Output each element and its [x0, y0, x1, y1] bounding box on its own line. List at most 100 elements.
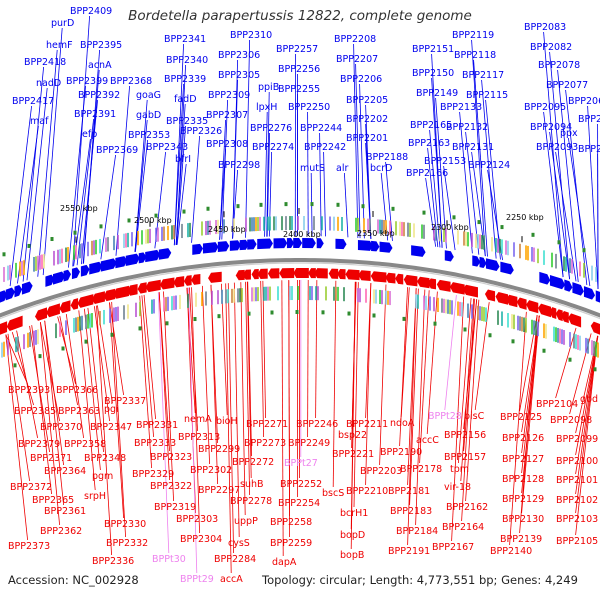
forward-gene-label: BPP2326	[180, 126, 222, 137]
forward-leader-line	[307, 111, 309, 237]
reverse-leader-line	[31, 325, 52, 495]
reverse-gene-label: BPP2273	[244, 438, 286, 449]
forward-leader-line	[543, 31, 564, 278]
forward-leader-line	[176, 125, 186, 245]
forward-gene-label: fadD	[174, 94, 197, 105]
forward-leader-line	[176, 163, 187, 245]
reverse-gene-label: BPP2252	[280, 479, 322, 490]
reverse-gene-arrow	[267, 268, 280, 279]
forward-leader-line	[175, 103, 186, 245]
forward-leader-line	[9, 105, 32, 287]
reverse-leader-line	[225, 283, 232, 574]
reverse-gene-arrow	[293, 268, 309, 279]
forward-gene-label: BPP2151	[412, 44, 454, 55]
forward-gene-label: BPP2208	[334, 34, 376, 45]
forward-gene-label: BPP2298	[218, 160, 260, 171]
reverse-gene-arrow	[385, 272, 396, 284]
forward-leader-line	[264, 111, 268, 237]
forward-gene-arrow	[335, 238, 347, 250]
forward-gene-label: BPP2062	[578, 114, 600, 125]
reverse-leader-line	[96, 305, 112, 556]
marker-tick	[99, 224, 103, 229]
marker-tick	[27, 243, 31, 248]
reverse-gene-arrow	[337, 268, 346, 280]
forward-leader-line	[134, 119, 148, 252]
forward-gene-label: BPP2166	[406, 168, 448, 179]
reverse-gene-label: BPP2099	[556, 434, 598, 445]
reverse-leader-line	[109, 302, 124, 396]
forward-gene-label: BPP2165	[410, 120, 452, 131]
reverse-gene-arrow	[506, 294, 518, 308]
reverse-leader-line	[157, 292, 170, 554]
forward-gene-arrow	[239, 239, 249, 251]
reverse-gene-arrow	[495, 292, 509, 305]
forward-gene-arrow	[71, 267, 81, 280]
forward-gene-label: lpxH	[256, 102, 277, 113]
reverse-leader-line	[201, 285, 210, 465]
forward-gene-label: purD	[51, 18, 74, 29]
forward-gene-label: BPP2340	[166, 55, 208, 66]
forward-leader-line	[42, 27, 63, 276]
reverse-gene-arrow	[70, 298, 79, 310]
genome-backbone	[0, 258, 600, 320]
reverse-gene-label: BPP2330	[104, 519, 146, 530]
reverse-leader-line	[400, 287, 410, 418]
reverse-gene-label: pgi	[104, 404, 119, 415]
forward-gene-arrow	[145, 249, 161, 263]
forward-gene-arrow	[89, 261, 103, 275]
forward-gene-arrow	[286, 238, 295, 249]
reverse-leader-line	[415, 289, 426, 526]
reverse-gene-label: BPP2258	[270, 517, 312, 528]
reverse-gene-label: BPP2184	[396, 526, 438, 537]
reverse-leader-line	[451, 296, 465, 542]
forward-gene-label: BPP2124	[468, 160, 510, 171]
reverse-gene-label: BPP2358	[64, 439, 106, 450]
forward-leader-line	[353, 43, 359, 238]
forward-gene-label: BPP2341	[164, 34, 206, 45]
reverse-leader-line	[521, 315, 540, 514]
forward-leader-line	[568, 137, 591, 287]
marker-tick	[391, 206, 395, 211]
reverse-gene-label: BPP2379	[18, 439, 60, 450]
reverse-gene-label: BPP2323	[150, 452, 192, 463]
reverse-gene-label: srpH	[84, 491, 106, 502]
reverse-gene-arrow	[191, 273, 201, 285]
forward-gene-arrow	[115, 256, 128, 269]
forward-gene-label: goaG	[136, 90, 161, 101]
marker-tick	[488, 333, 492, 338]
marker-tick	[402, 316, 406, 321]
forward-gene-label: BPP2305	[218, 70, 260, 81]
forward-gene-arrow	[572, 282, 584, 296]
forward-gene-arrow	[485, 258, 500, 271]
marker-tick	[259, 202, 263, 207]
reverse-gene-label: BPP2104	[536, 399, 578, 410]
reverse-gene-label: BPP2313	[178, 432, 220, 443]
forward-gene-arrow	[21, 281, 33, 295]
marker-tick	[463, 327, 467, 332]
reverse-gene-label: BPP2371	[30, 453, 72, 464]
forward-gene-label: BPP2242	[304, 142, 346, 153]
forward-gene-label: BPP2149	[416, 88, 458, 99]
reverse-gene-arrow	[159, 277, 175, 290]
scale-labels: 2550 kbp 2500 kbp 2450 kbp 2400 kbp 2350 kbp…	[60, 204, 544, 243]
forward-leader-line	[266, 91, 270, 237]
reverse-gene-label: BPP2103	[556, 514, 598, 525]
forward-gene-arrow	[247, 239, 257, 250]
marker-tick	[110, 332, 114, 337]
reverse-gene-label: BPP2373	[8, 541, 50, 552]
reverse-gene-label: BPP2333	[134, 438, 176, 449]
scale-label: 2400 kbp	[283, 230, 321, 239]
forward-gene-label: efp	[82, 129, 97, 140]
marker-tick	[336, 202, 340, 207]
marker-tick	[568, 357, 572, 362]
reverse-gene-label: BPP2183	[390, 506, 432, 517]
reverse-leader-line	[7, 333, 30, 482]
forward-leader-line	[22, 66, 44, 282]
forward-gene-arrow	[125, 253, 140, 267]
reverse-gene-label: BPP2127	[502, 454, 544, 465]
reverse-gene-label: BPP2336	[92, 556, 134, 567]
forward-gene-arrow	[549, 275, 566, 290]
reverse-leader-line	[426, 291, 438, 435]
reverse-gene-label: bcrH1	[340, 508, 368, 519]
reverse-leader-line	[139, 295, 152, 469]
